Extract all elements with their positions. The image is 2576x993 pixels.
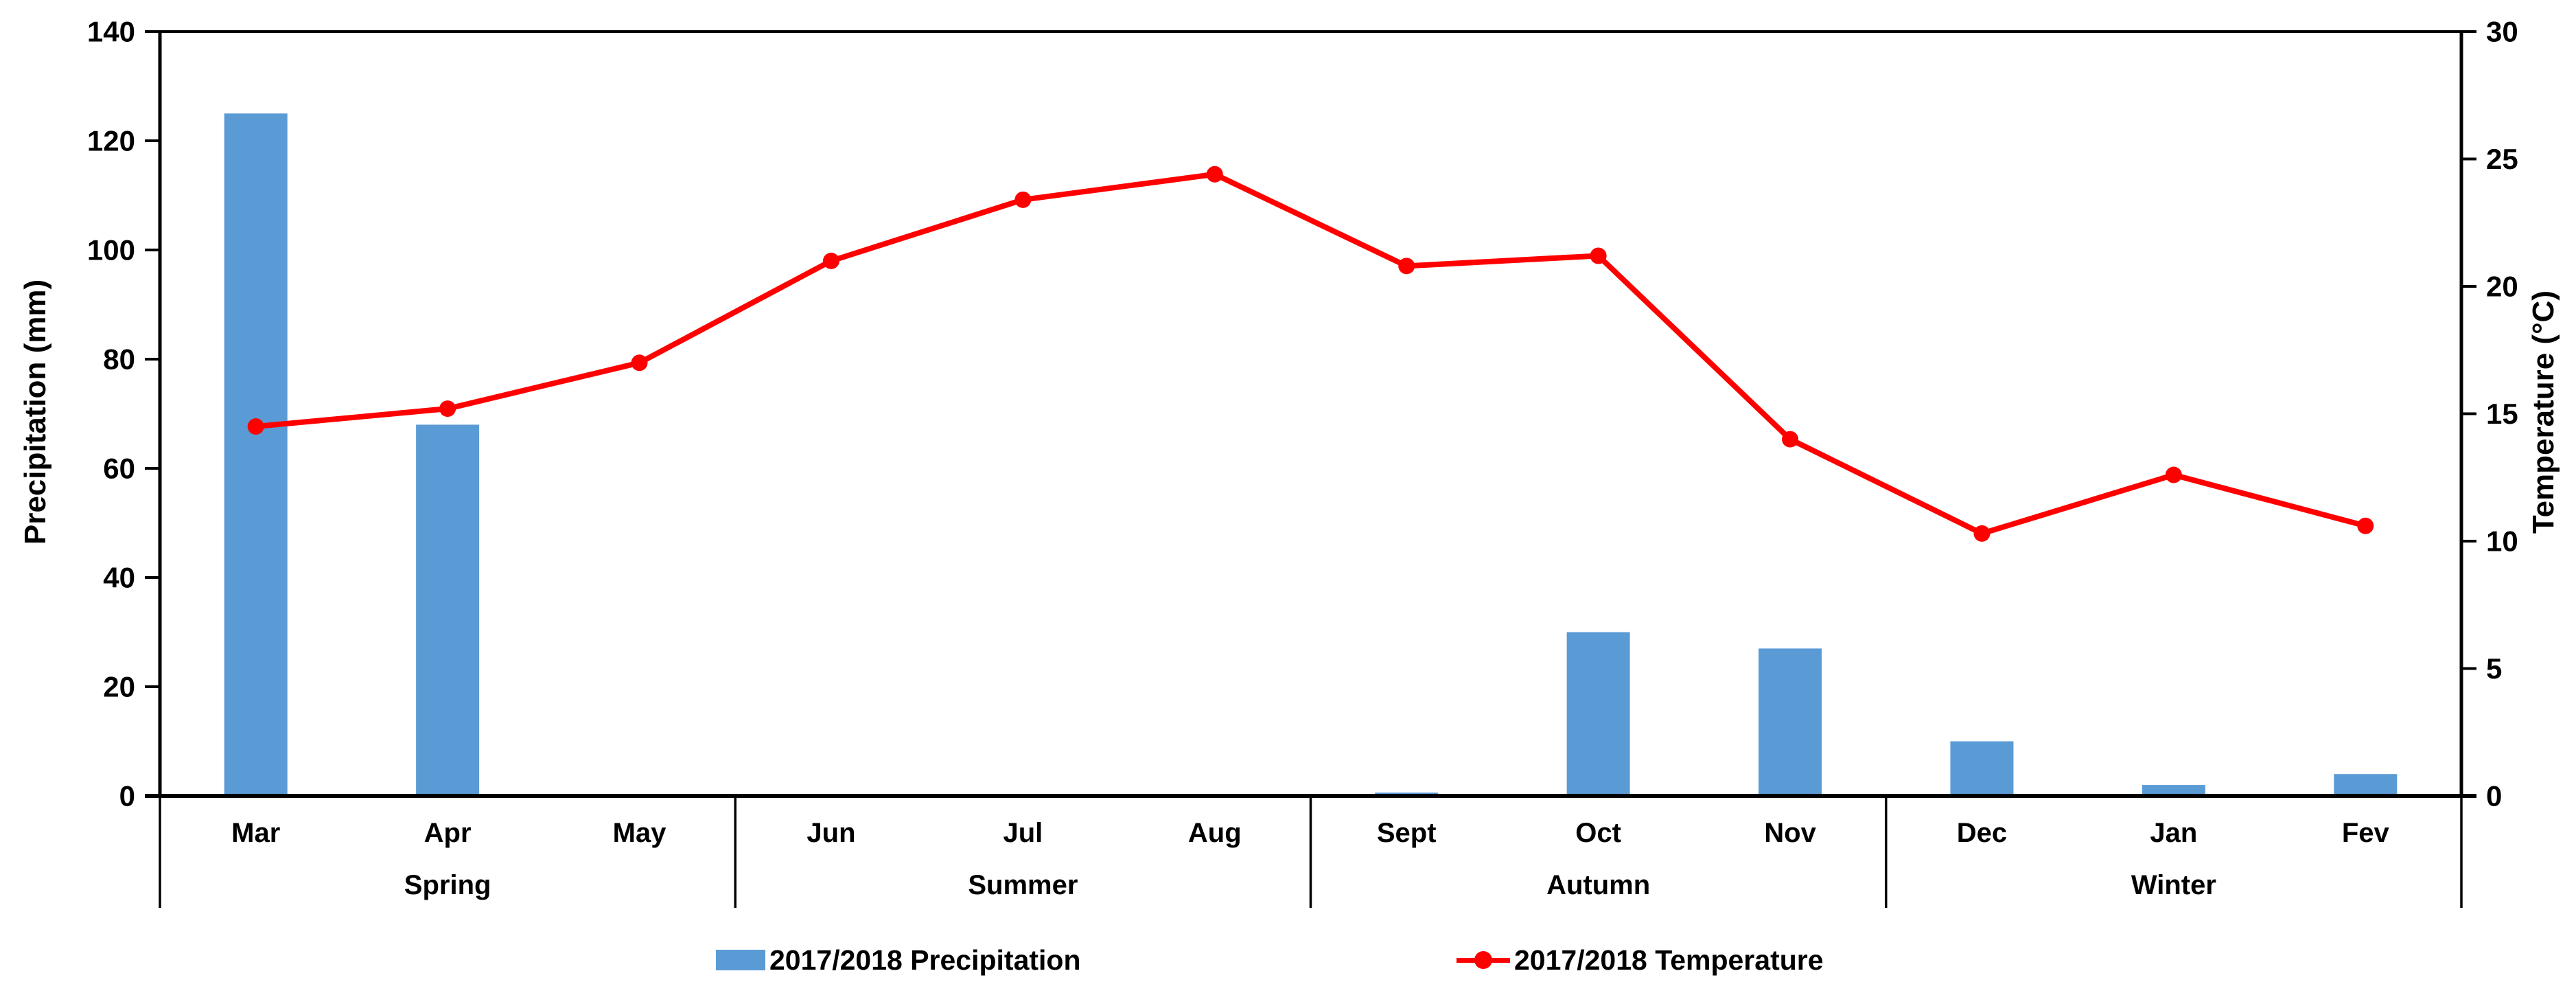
temp-point-Jun <box>822 252 839 269</box>
left-axis-tick-label: 80 <box>103 343 135 376</box>
precip-bar-Dec <box>1950 741 2014 796</box>
season-label-Spring: Spring <box>404 870 491 900</box>
right-axis-title: Temperature (°C) <box>2527 290 2560 534</box>
left-axis-tick-label: 20 <box>103 671 135 703</box>
season-label-Winter: Winter <box>2131 870 2216 900</box>
temp-point-Apr <box>439 400 456 418</box>
temp-point-Aug <box>1206 166 1223 183</box>
legend-entry-precipitation: 2017/2018 Precipitation <box>716 944 1081 976</box>
month-label-Jul: Jul <box>1003 818 1043 848</box>
left-axis-title: Precipitation (mm) <box>19 279 52 545</box>
temp-point-Dec <box>1973 525 1991 542</box>
temp-point-Oct <box>1590 247 1607 264</box>
right-axis-tick-label: 25 <box>2486 143 2518 175</box>
temperature-line <box>255 171 2367 536</box>
month-label-May: May <box>613 818 667 848</box>
month-label-Jan: Jan <box>2150 818 2197 848</box>
left-axis-tick-label: 60 <box>103 453 135 485</box>
precip-bar-Mar <box>224 113 288 796</box>
legend-label-precipitation: 2017/2018 Precipitation <box>769 944 1081 976</box>
left-axis-tick-label: 0 <box>119 780 135 812</box>
season-label-Autumn: Autumn <box>1546 870 1650 900</box>
precip-bar-Oct <box>1566 632 1630 796</box>
month-label-Dec: Dec <box>1957 818 2007 848</box>
legend-entry-temperature: 2017/2018 Temperature <box>1457 944 1824 976</box>
month-label-Apr: Apr <box>424 818 472 848</box>
temp-point-Mar <box>247 418 264 435</box>
month-label-Sept: Sept <box>1377 818 1437 848</box>
month-label-Fev: Fev <box>2342 818 2390 848</box>
left-axis-tick-label: 40 <box>103 562 135 594</box>
temp-point-Nov <box>1782 431 1799 448</box>
temp-point-Fev <box>2357 517 2374 534</box>
right-axis-tick-label: 20 <box>2486 271 2518 303</box>
temp-point-May <box>631 354 648 372</box>
left-axis-tick-label: 120 <box>87 125 135 157</box>
month-label-Oct: Oct <box>1575 818 1621 848</box>
month-label-Mar: Mar <box>231 818 280 848</box>
precipitation-swatch-icon <box>716 950 765 970</box>
month-label-Jun: Jun <box>807 818 855 848</box>
precip-bar-Fev <box>2334 774 2398 796</box>
right-axis-tick-label: 5 <box>2486 652 2502 685</box>
right-axis-tick-label: 15 <box>2486 398 2518 430</box>
season-label-Summer: Summer <box>968 870 1078 900</box>
month-label-Aug: Aug <box>1188 818 1242 848</box>
precip-bar-Apr <box>416 424 480 796</box>
temperature-line-marker-icon <box>1457 950 1510 970</box>
left-axis-tick-label: 140 <box>87 16 135 48</box>
precip-bar-Nov <box>1759 648 1822 796</box>
temp-point-Jul <box>1014 191 1032 208</box>
right-axis-tick-label: 30 <box>2486 16 2518 48</box>
legend-label-temperature: 2017/2018 Temperature <box>1514 944 1824 976</box>
temp-point-Sept <box>1398 258 1415 275</box>
precip-bar-Jan <box>2142 785 2205 796</box>
left-axis-tick-label: 100 <box>87 234 135 266</box>
right-axis-tick-label: 0 <box>2486 780 2502 812</box>
right-axis-tick-label: 10 <box>2486 525 2518 558</box>
temp-point-Jan <box>2165 466 2182 483</box>
month-label-Nov: Nov <box>1764 818 1816 848</box>
